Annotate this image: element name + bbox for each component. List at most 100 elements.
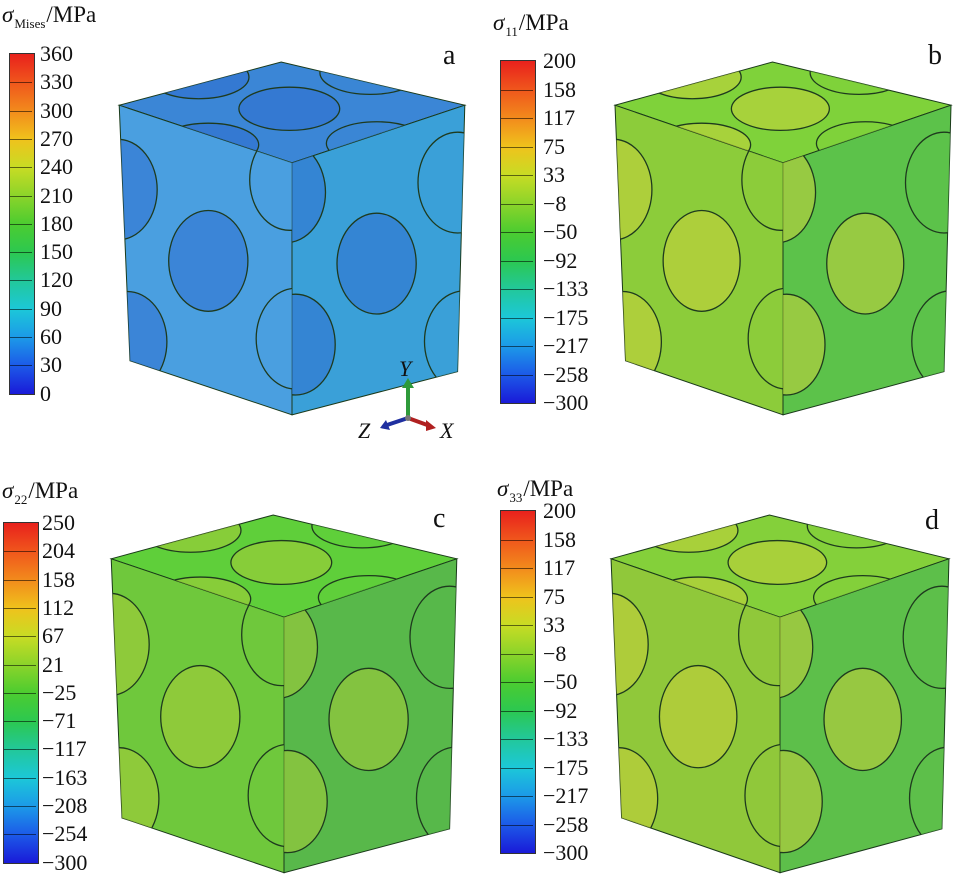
grain [780, 595, 814, 699]
tick-label: −133 [543, 726, 589, 751]
tick-line [10, 223, 32, 225]
tick-line [4, 579, 36, 581]
legend-title-b: σ11/MPa [493, 10, 569, 39]
tick-line [10, 195, 32, 197]
grain [311, 515, 414, 549]
grain [328, 667, 409, 772]
grain [247, 743, 285, 848]
tick-line [501, 89, 533, 91]
cube-c [109, 514, 459, 874]
grain [904, 131, 951, 234]
tick-label: −8 [543, 640, 567, 666]
tick-label: 330 [40, 69, 73, 95]
grain [642, 62, 742, 100]
tick-line [501, 175, 533, 176]
z-axis-arrow [383, 416, 409, 428]
tick-label: −300 [543, 840, 589, 865]
cube-b [613, 61, 953, 416]
tick-label: −163 [42, 764, 88, 790]
tick-label: 90 [40, 295, 62, 321]
panel-letter-d: d [925, 505, 939, 536]
tick-line [10, 138, 32, 140]
tick-label: −300 [543, 390, 589, 415]
grain [417, 131, 465, 234]
tick-label: −258 [543, 361, 589, 387]
tick-label: 120 [40, 267, 73, 293]
grain [292, 141, 327, 244]
grain [783, 141, 817, 244]
tick-line [10, 252, 32, 254]
tick-label: −92 [543, 247, 578, 273]
tick-label: 270 [40, 125, 73, 151]
tick-label: 250 [42, 510, 75, 535]
grain [168, 209, 249, 312]
tick-label: −50 [543, 219, 578, 244]
tick-label: −217 [543, 333, 589, 358]
tick-line [4, 551, 36, 553]
grain [662, 209, 741, 312]
tick-line [4, 834, 36, 836]
tick-label: 0 [40, 380, 51, 406]
tick-line [501, 374, 533, 376]
tick-label: 240 [40, 154, 73, 180]
tick-label: 158 [42, 566, 75, 592]
tick-label: −71 [42, 708, 77, 734]
grain [147, 62, 250, 100]
tick-line [501, 682, 533, 683]
tick-line [501, 539, 533, 541]
grains-right [292, 131, 465, 396]
tick-label: 200 [543, 498, 576, 523]
tick-label: −175 [543, 754, 589, 780]
tick-label: 75 [543, 133, 565, 159]
tick-line [501, 346, 533, 347]
tick-label: −133 [543, 276, 589, 301]
tick-line [10, 365, 32, 367]
legend-title-d: σ33/MPa [497, 476, 574, 505]
tick-line [501, 232, 533, 233]
grain [284, 595, 319, 699]
tick-line [501, 568, 533, 569]
panel-letter-b: b [928, 40, 942, 71]
tick-label: 300 [40, 97, 73, 123]
tick-label: 360 [40, 41, 73, 66]
tick-line [4, 636, 36, 638]
tick-line [4, 749, 36, 751]
grain [336, 212, 417, 315]
y-axis-arrowhead [402, 378, 414, 388]
tick-line [501, 146, 533, 148]
tick-label: −25 [42, 679, 77, 705]
tick-label: 204 [42, 538, 75, 564]
tick-line [501, 796, 533, 797]
grains-right [780, 585, 949, 854]
grain [119, 138, 158, 241]
grain [409, 585, 457, 690]
tick-label: 180 [40, 210, 73, 236]
grain [611, 592, 649, 697]
tick-label: −50 [543, 669, 578, 694]
tick-label: 30 [40, 352, 62, 378]
tick-label: 112 [42, 594, 75, 620]
tick-label: 200 [543, 48, 576, 73]
grain [319, 62, 422, 96]
tick-label: 67 [42, 623, 64, 649]
tick-line [501, 625, 533, 626]
tick-line [501, 653, 533, 655]
grain [658, 664, 738, 769]
tick-label: 158 [543, 526, 576, 552]
grain [238, 86, 341, 132]
grain [139, 515, 242, 553]
tick-line [10, 280, 32, 282]
tick-line [4, 692, 36, 694]
grains-right [783, 131, 951, 396]
tick-label: 60 [40, 324, 62, 349]
tick-label: −175 [543, 304, 589, 330]
tick-line [10, 308, 32, 310]
tick-label: −258 [543, 811, 589, 837]
tick-line [10, 337, 32, 338]
z-axis-arrowhead [380, 420, 390, 430]
axis-origin [405, 415, 411, 421]
tick-label: −300 [42, 849, 88, 875]
tick-label: 33 [543, 162, 565, 187]
tick-line [501, 289, 533, 290]
z-axis-label: Z [358, 418, 371, 443]
